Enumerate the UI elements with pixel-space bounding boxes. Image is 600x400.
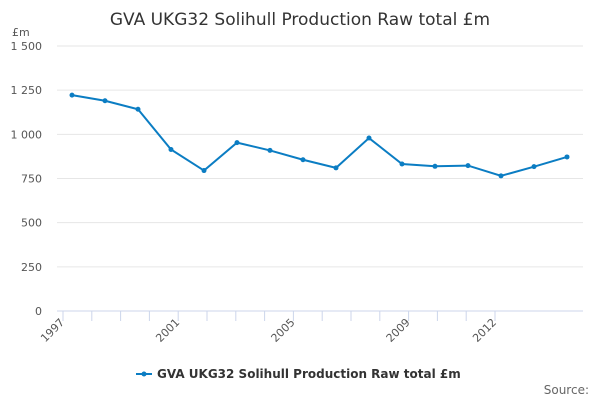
series-line [71, 94, 568, 177]
y-tick-label: 750 [21, 173, 42, 186]
data-point[interactable] [399, 161, 405, 167]
data-point[interactable] [531, 164, 537, 170]
data-point[interactable] [333, 165, 339, 171]
data-point[interactable] [300, 157, 306, 163]
y-tick-label: 0 [35, 305, 42, 318]
data-point[interactable] [564, 154, 570, 160]
legend[interactable]: GVA UKG32 Solihull Production Raw total … [136, 367, 461, 381]
source-label: Source: [544, 383, 589, 397]
data-point[interactable] [135, 106, 141, 112]
data-point[interactable] [168, 147, 174, 153]
data-point[interactable] [267, 147, 273, 153]
y-tick-label: 250 [21, 261, 42, 274]
y-tick-label: 500 [21, 217, 42, 230]
data-point[interactable] [201, 168, 207, 174]
data-point[interactable] [69, 92, 75, 98]
data-point[interactable] [432, 163, 438, 169]
data-point[interactable] [366, 135, 372, 141]
legend-label[interactable]: GVA UKG32 Solihull Production Raw total … [157, 367, 461, 381]
data-point[interactable] [234, 140, 240, 146]
data-point[interactable] [102, 98, 108, 104]
data-point[interactable] [465, 163, 471, 169]
data-point[interactable] [498, 173, 504, 179]
y-axis-label: £m [12, 26, 30, 39]
y-tick-label: 1 000 [11, 128, 43, 141]
legend-marker-icon [141, 371, 147, 377]
y-tick-label: 1 250 [11, 84, 43, 97]
chart-title: GVA UKG32 Solihull Production Raw total … [110, 10, 490, 30]
y-tick-label: 1 500 [11, 40, 43, 53]
